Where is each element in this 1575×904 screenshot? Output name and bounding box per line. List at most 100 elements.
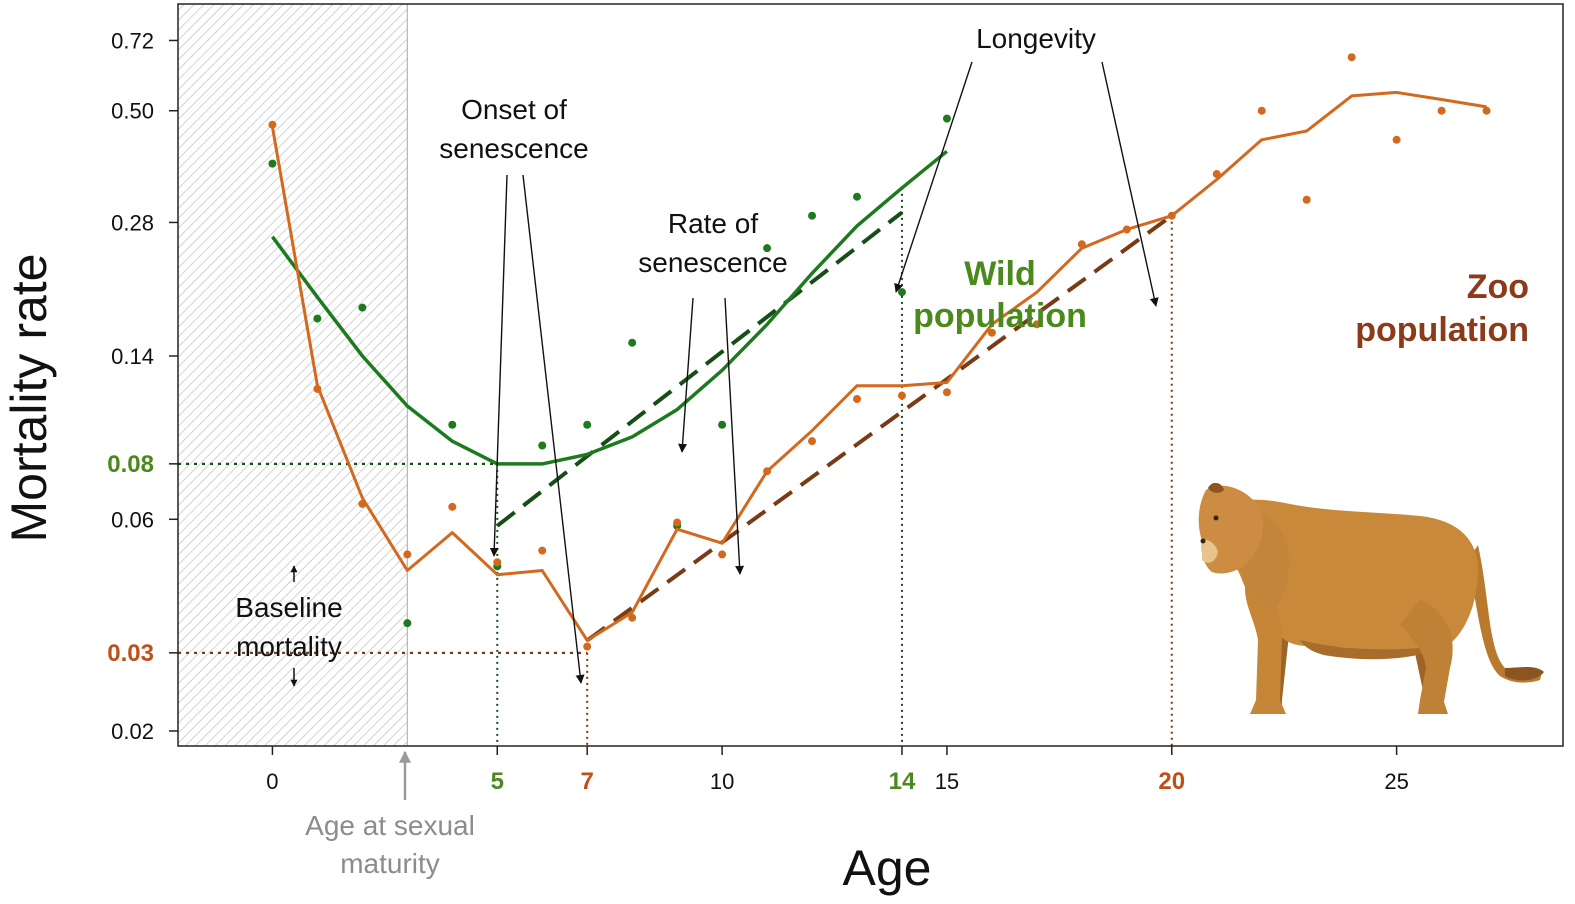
y-tick-label: 0.03 [107, 640, 154, 667]
wild-data-point [313, 314, 322, 323]
zoo-series [268, 53, 1491, 651]
zoo-data-point [808, 437, 817, 446]
zoo-data-point [1032, 320, 1041, 329]
x-axis: 0 5 7 10 14 15 20 25 [266, 746, 1409, 795]
wild-data-point [718, 420, 727, 429]
wild-data-point [538, 441, 547, 450]
x-tick-label: 20 [1158, 768, 1185, 795]
lioness-belly-shadow [1300, 640, 1440, 660]
plot-frame [177, 3, 1564, 747]
wild-fitted-curve [270, 149, 949, 466]
sexual-maturity-shaded-region [178, 4, 408, 746]
lioness-nose [1200, 538, 1206, 544]
zoo-label-line1: Zoo [1467, 268, 1529, 306]
lioness-tail-tip [1505, 667, 1544, 681]
zoo-data-point [403, 550, 412, 559]
zoo-data-point [583, 642, 592, 651]
y-tick-label: 0.28 [111, 210, 154, 235]
series-group [268, 53, 1491, 651]
onset-label-line2: senescence [439, 133, 588, 164]
longevity-arrow-zoo [1101, 61, 1159, 307]
zoo-data-point [763, 467, 772, 476]
longevity-annotation: Longevity [894, 23, 1159, 307]
zoo-data-point [1302, 195, 1311, 204]
wild-data-point [897, 288, 906, 297]
zoo-data-point [987, 328, 996, 337]
wild-data-point [268, 159, 277, 168]
baseline-label-line2: mortality [236, 631, 342, 662]
sexual-maturity-label-line1: Age at sexual [305, 810, 475, 841]
y-axis-label: Mortality rate [1, 254, 57, 543]
zoo-data-point [1392, 135, 1401, 144]
zoo-data-point [718, 550, 727, 559]
x-tick-label: 5 [491, 768, 504, 795]
wild-data-point [448, 420, 457, 429]
wild-data-point [942, 114, 951, 123]
wild-linear-fit [496, 210, 904, 528]
lioness-eye [1213, 515, 1219, 521]
zoo-data-point [897, 391, 906, 400]
zoo-data-point [1167, 211, 1176, 220]
wild-data-point [628, 338, 637, 347]
zoo-data-point [853, 395, 862, 404]
sexual-maturity-annotation: Age at sexual maturity [305, 750, 475, 879]
wild-label-line2: population [913, 297, 1087, 335]
y-axis: 0.02 0.03 0.06 0.08 0.14 0.28 0.50 0.72 [107, 28, 178, 744]
x-tick-label: 14 [889, 768, 916, 795]
zoo-data-point [538, 546, 547, 555]
zoo-data-point [1077, 240, 1086, 249]
wild-data-point [358, 303, 367, 312]
wild-label-line1: Wild [964, 255, 1035, 293]
lioness-ear [1208, 482, 1224, 493]
wild-data-point [853, 192, 862, 201]
x-tick-label: 7 [581, 768, 594, 795]
sexual-maturity-label-line2: maturity [340, 848, 440, 879]
y-tick-label: 0.50 [111, 99, 154, 124]
rate-arrow-wild [678, 297, 694, 453]
lioness-front-leg [1244, 585, 1286, 714]
reference-lines [178, 187, 1173, 746]
lioness-hind-leg [1400, 600, 1453, 714]
zoo-linear-fit [586, 214, 1173, 643]
longevity-label: Longevity [976, 23, 1096, 54]
zoo-data-point [1347, 53, 1356, 62]
rate-label-line2: senescence [638, 247, 787, 278]
zoo-data-point [942, 388, 951, 397]
y-tick-label: 0.08 [107, 451, 154, 478]
zoo-fitted-curve [270, 90, 1487, 642]
zoo-data-point [1257, 106, 1266, 115]
onset-arrow-zoo [522, 174, 585, 684]
baseline-label-line1: Baseline [235, 592, 342, 623]
onset-label-line1: Onset of [461, 94, 567, 125]
zoo-data-point [448, 502, 457, 511]
onset-arrow-wild [489, 174, 508, 557]
wild-data-point [763, 244, 772, 253]
x-axis-label: Age [843, 840, 932, 896]
rate-annotation: Rate of senescence [638, 208, 788, 575]
zoo-data-point [1212, 170, 1221, 179]
lioness-tail [1468, 545, 1542, 683]
baseline-annotation: Baseline mortality [235, 565, 343, 687]
y-tick-label: 0.72 [111, 28, 154, 53]
zoo-data-point [1122, 225, 1131, 234]
wild-population-label: Wild population [913, 255, 1087, 335]
wild-data-point [583, 420, 592, 429]
onset-annotation: Onset of senescence [439, 94, 589, 684]
x-tick-label: 10 [710, 769, 734, 794]
wild-data-point [403, 619, 412, 628]
zoo-population-label: Zoo population [1355, 268, 1529, 349]
zoo-label-line2: population [1355, 311, 1529, 349]
zoo-data-point [358, 499, 367, 508]
x-tick-label: 0 [266, 769, 278, 794]
longevity-arrow-wild [894, 61, 973, 293]
zoo-data-point [268, 120, 277, 129]
x-tick-label: 25 [1384, 769, 1408, 794]
rate-arrow-zoo [724, 297, 745, 575]
wild-data-point [808, 211, 817, 220]
wild-series [268, 114, 951, 628]
y-tick-label: 0.14 [111, 344, 154, 369]
y-tick-label: 0.02 [111, 719, 154, 744]
zoo-data-point [313, 384, 322, 393]
lioness-illustration [1198, 482, 1544, 714]
